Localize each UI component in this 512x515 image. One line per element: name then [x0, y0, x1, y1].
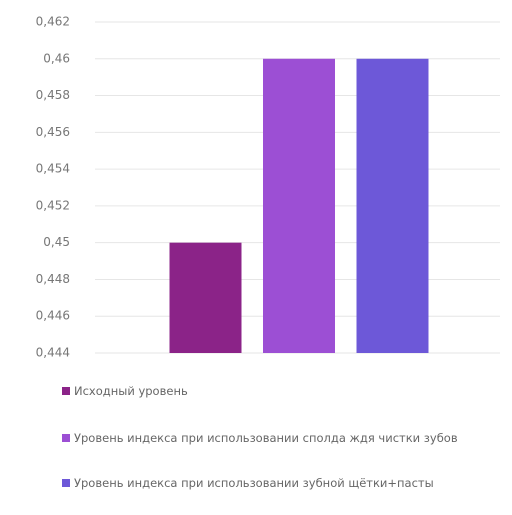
legend-label: Уровень индекса при использовании зубной… — [74, 476, 434, 490]
y-tick-label: 0,45 — [43, 235, 70, 249]
y-tick-label: 0,458 — [36, 88, 70, 102]
legend-swatch — [62, 387, 70, 395]
legend-item: Уровень индекса при использовании зубной… — [62, 472, 502, 494]
legend-label: Исходный уровень — [74, 384, 188, 398]
y-tick-label: 0,462 — [36, 15, 70, 29]
y-tick-label: 0,456 — [36, 125, 70, 139]
y-tick-label: 0,46 — [43, 51, 70, 65]
chart: 0,444 0,446 0,448 0,45 0,452 0,454 0,456 0,458 0… — [36, 15, 500, 360]
legend-item: Уровень индекса при использовании сполда… — [62, 427, 502, 449]
y-tick-label: 0,454 — [36, 162, 70, 176]
legend-swatch — [62, 479, 70, 487]
y-tick-label: 0,444 — [36, 346, 70, 360]
legend-item: Исходный уровень — [62, 380, 502, 402]
legend-label: Уровень индекса при использовании сполда… — [74, 431, 458, 445]
y-tick-label: 0,452 — [36, 198, 70, 212]
bar — [169, 242, 242, 353]
bar — [263, 58, 335, 354]
legend-swatch — [62, 434, 70, 442]
bar — [356, 58, 429, 354]
y-tick-label: 0,446 — [36, 309, 70, 323]
y-tick-label: 0,448 — [36, 272, 70, 286]
